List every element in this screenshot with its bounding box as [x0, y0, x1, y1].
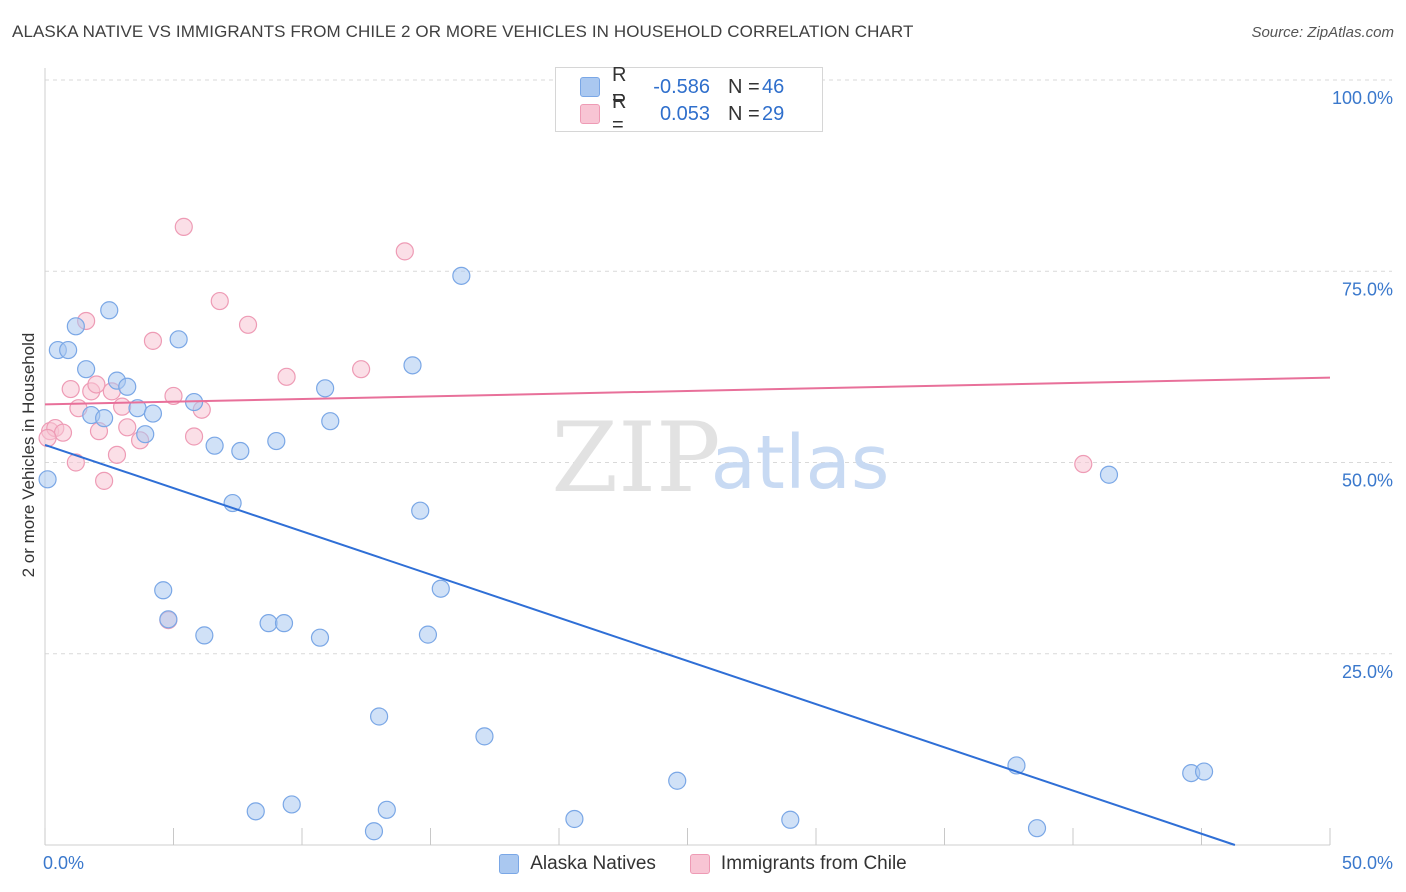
- alaska-natives-trend-line: [44, 443, 1236, 846]
- r-label: R =: [612, 91, 627, 136]
- legend-swatch-pink: [689, 854, 710, 874]
- alaska-natives-point: [781, 810, 800, 829]
- axes: [44, 68, 1331, 846]
- alaska-natives-point: [565, 809, 584, 829]
- alaska-natives-point: [118, 377, 137, 396]
- alaska-natives-point: [282, 795, 301, 814]
- immigrants-from-chile-point: [53, 423, 73, 442]
- legend-label: Immigrants from Chile: [720, 853, 907, 874]
- n-label: N =: [728, 102, 760, 125]
- immigrants-from-chile-point: [61, 379, 80, 399]
- trend-lines: [44, 376, 1331, 846]
- alaska-natives-point: [100, 301, 119, 320]
- immigrants-from-chile-point: [118, 418, 137, 437]
- alaska-natives-point: [136, 425, 155, 444]
- alaska-natives-point: [259, 614, 278, 633]
- alaska-natives-point: [205, 436, 224, 455]
- alaska-natives-point: [95, 409, 114, 428]
- alaska-natives-point: [38, 470, 57, 489]
- alaska-natives-point: [1027, 819, 1047, 838]
- r-value: -0.586: [653, 75, 710, 98]
- immigrants-from-chile-point: [95, 471, 114, 490]
- alaska-natives-point: [1194, 762, 1214, 781]
- immigrants-from-chile-trend-line: [44, 376, 1331, 406]
- immigrants-from-chile-point: [107, 445, 127, 464]
- watermark: ZIP atlas: [551, 402, 889, 514]
- y-tick-label: 75.0%: [1342, 279, 1393, 299]
- tick-labels: 25.0% 50.0% 75.0% 100.0% 0.0% 50.0%: [43, 88, 1393, 873]
- alaska-natives-point: [431, 579, 450, 598]
- immigrants-from-chile-point: [395, 242, 414, 261]
- immigrants-from-chile-point: [143, 331, 163, 350]
- alaska-natives-point: [310, 628, 330, 647]
- legend-swatch-blue: [580, 77, 600, 97]
- immigrants-from-chile-point: [38, 428, 57, 448]
- immigrants-from-chile-point: [66, 453, 85, 472]
- n-label: N =: [728, 75, 760, 98]
- alaska-natives-point: [59, 340, 78, 360]
- legend-item-immigrants-from-chile: Immigrants from Chile: [689, 853, 907, 875]
- y-tick-label: 100.0%: [1332, 88, 1393, 108]
- immigrants-from-chile-point: [210, 291, 229, 311]
- source-credit: Source: ZipAtlas.com: [1251, 24, 1394, 41]
- immigrants-from-chile-point: [238, 315, 258, 334]
- immigrants-from-chile-point: [87, 375, 106, 394]
- r-label: R =: [612, 64, 627, 109]
- alaska-natives-point: [231, 441, 250, 461]
- alaska-natives-points: [38, 266, 1214, 841]
- immigrants-from-chile-point: [174, 217, 193, 236]
- alaska-natives-point: [1099, 465, 1119, 484]
- watermark-zip: ZIP: [551, 402, 720, 514]
- x-tick-label: 50.0%: [1342, 853, 1393, 873]
- alaska-natives-point: [364, 822, 384, 841]
- alaska-natives-point: [475, 727, 494, 746]
- alaska-natives-point: [154, 581, 173, 600]
- alaska-natives-point: [77, 360, 96, 379]
- alaska-natives-point: [418, 625, 438, 644]
- legend-row-immigrants-from-chile: R = 0.053 N = 29: [580, 91, 785, 136]
- x-tick-label: 0.0%: [43, 853, 84, 873]
- alaska-natives-point: [246, 802, 265, 821]
- n-value: 46: [762, 75, 785, 98]
- legend-label: Alaska Natives: [530, 853, 656, 874]
- alaska-natives-point: [370, 707, 389, 726]
- alaska-natives-point: [452, 266, 471, 285]
- immigrants-from-chile-point: [164, 386, 183, 406]
- immigrants-from-chile-point: [112, 397, 132, 416]
- alaska-natives-point: [274, 614, 294, 633]
- alaska-natives-point: [143, 404, 163, 423]
- immigrants-from-chile-point: [184, 427, 204, 446]
- legend-swatch-blue: [499, 854, 520, 874]
- y-axis-label: 2 or more Vehicles in Household: [19, 333, 38, 578]
- legend-row-alaska-natives: R = -0.586 N = 46: [580, 64, 785, 109]
- grid-lines: [45, 79, 1392, 655]
- alaska-natives-point: [195, 626, 214, 645]
- immigrants-from-chile-point: [277, 367, 296, 386]
- legend-swatch-pink: [580, 104, 600, 124]
- legend-item-alaska-natives: Alaska Natives: [499, 853, 656, 875]
- alaska-natives-point: [321, 412, 340, 431]
- alaska-natives-point: [411, 501, 430, 520]
- immigrants-from-chile-point: [352, 360, 371, 379]
- alaska-natives-point: [267, 431, 286, 451]
- correlation-legend: R = -0.586 N = 46 R = 0.053 N = 29: [555, 64, 823, 136]
- alaska-natives-point: [316, 379, 335, 398]
- n-value: 29: [762, 102, 785, 125]
- immigrants-from-chile-point: [1074, 454, 1093, 474]
- watermark-atlas: atlas: [711, 420, 890, 506]
- y-tick-label: 50.0%: [1342, 471, 1393, 491]
- alaska-natives-point: [169, 330, 188, 349]
- series-legend: Alaska Natives Immigrants from Chile: [0, 851, 1406, 877]
- alaska-natives-point: [668, 771, 687, 790]
- alaska-natives-point: [377, 800, 396, 819]
- chart-title: ALASKA NATIVE VS IMMIGRANTS FROM CHILE 2…: [12, 22, 914, 41]
- y-tick-label: 25.0%: [1342, 662, 1393, 682]
- alaska-natives-point: [159, 610, 178, 629]
- alaska-natives-point: [66, 317, 85, 336]
- alaska-natives-point: [403, 356, 422, 375]
- r-value: 0.053: [659, 102, 710, 125]
